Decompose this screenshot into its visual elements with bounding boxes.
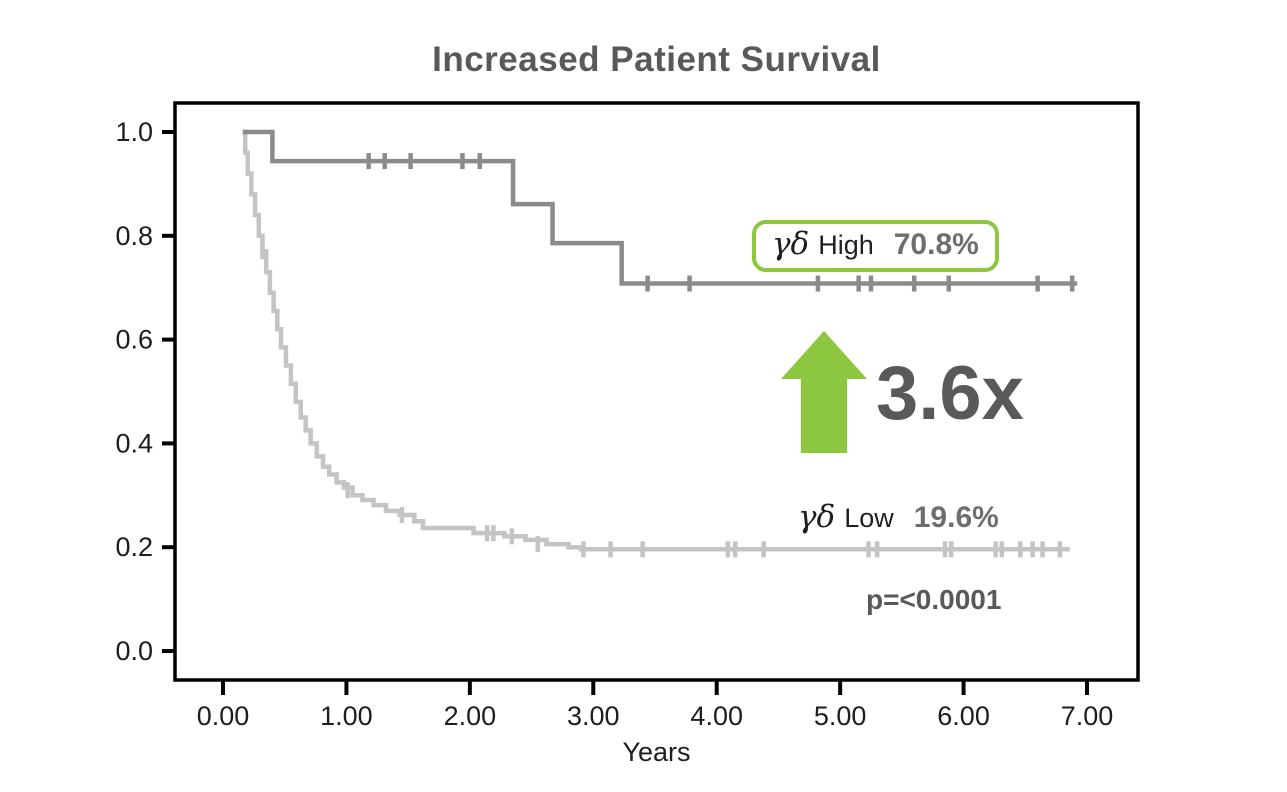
fold-change-annotation: 3.6x (876, 351, 1024, 436)
x-axis-title: Years (622, 737, 691, 767)
chart-title: Increased Patient Survival (432, 40, 881, 79)
x-axis-tick-label: 2.00 (444, 701, 497, 731)
p-value-annotation: p=<0.0001 (866, 584, 1002, 615)
low-survival-curve (242, 129, 1070, 552)
y-axis-tick-label: 0.2 (115, 532, 153, 562)
up-arrow-shape (781, 331, 867, 453)
y-axis-tick-label: 1.0 (115, 117, 153, 147)
x-axis-tick-label: 4.00 (690, 701, 743, 731)
x-axis-tick-label: 3.00 (567, 701, 620, 731)
plot-frame (173, 101, 1140, 682)
legend-low-label: γδ Low 19.6% (798, 499, 999, 535)
legend-high-value: 70.8% (893, 228, 979, 261)
legend-high-box: γδ High 70.8% (752, 220, 999, 272)
y-axis-tick-label: 0.8 (115, 221, 153, 251)
y-axis-tick-label: 0.6 (115, 325, 153, 355)
y-axis-tick-label: 0.4 (115, 428, 153, 458)
x-axis-tick-label: 1.00 (320, 701, 373, 731)
legend-low-word: Low (844, 503, 894, 533)
gamma-delta-symbol: γδ (798, 499, 836, 535)
x-axis-tick-label: 7.00 (1061, 701, 1114, 731)
high-survival-curve (242, 129, 1078, 286)
y-axis-tick-label: 0.0 (115, 636, 153, 666)
legend-high-label: High (818, 230, 874, 260)
x-axis-tick-label: 6.00 (937, 701, 990, 731)
x-axis-tick-label: 5.00 (814, 701, 867, 731)
legend-low-value: 19.6% (913, 501, 999, 534)
gamma-delta-symbol: γδ (772, 226, 810, 262)
x-axis-tick-label: 0.00 (197, 701, 250, 731)
up-arrow-icon (781, 331, 867, 453)
